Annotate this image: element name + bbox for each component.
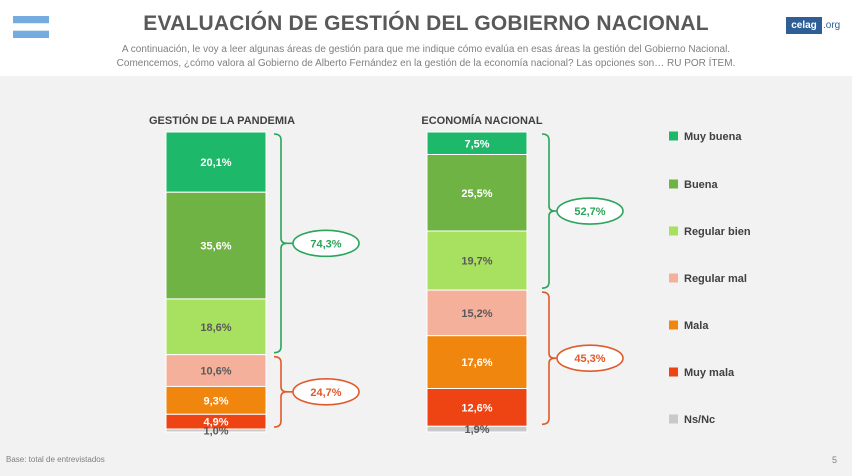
- legend-swatch: [669, 179, 678, 189]
- bar-segment: [426, 335, 528, 390]
- legend-label: Regular bien: [684, 226, 751, 238]
- page-title: EVALUACIÓN DE GESTIÓN DEL GOBIERNO NACIO…: [143, 12, 709, 35]
- data-label: 12,6%: [461, 402, 492, 414]
- logo-text: celag: [786, 17, 822, 34]
- data-label: 7,5%: [464, 138, 489, 150]
- legend-label: Regular mal: [684, 273, 747, 285]
- legend-swatch: [669, 367, 678, 377]
- legend-label: Mala: [684, 320, 709, 332]
- data-label: 18,6%: [200, 322, 231, 334]
- legend-swatch: [669, 414, 678, 424]
- legend-label: Muy mala: [684, 367, 735, 379]
- base-note: Base: total de entrevistados: [6, 455, 105, 464]
- data-label: 20,1%: [200, 157, 231, 169]
- logo-suffix: .org: [823, 20, 841, 31]
- brace-negative: [273, 355, 288, 428]
- data-label: 35,6%: [200, 241, 231, 253]
- bar-segment: [165, 191, 267, 300]
- total-label-negative: 45,3%: [574, 353, 605, 365]
- total-label-positive: 74,3%: [310, 238, 341, 250]
- bar-segment: [426, 230, 528, 291]
- total-oval-positive: [556, 197, 624, 225]
- legend-label: Ns/Nc: [684, 414, 715, 426]
- data-label: 1,9%: [464, 424, 489, 436]
- total-oval-negative: [556, 344, 624, 373]
- data-label: 4,9%: [203, 417, 228, 429]
- bar-segment: [426, 425, 528, 433]
- category-title: ECONOMÍA NACIONAL: [421, 114, 542, 127]
- legend-swatch: [669, 273, 678, 283]
- page-number: 5: [832, 455, 838, 465]
- brace-positive: [541, 133, 556, 289]
- data-label: 10,6%: [200, 366, 231, 378]
- argentina-flag-icon: [13, 16, 49, 38]
- brace-positive: [273, 133, 288, 354]
- data-label: 19,7%: [461, 256, 492, 268]
- legend-label: Muy buena: [684, 131, 742, 143]
- bar-segment: [165, 354, 267, 387]
- bar-segment: [426, 289, 528, 337]
- total-label-positive: 52,7%: [574, 206, 605, 218]
- bar-segment: [426, 154, 528, 232]
- legend-swatch: [669, 320, 678, 330]
- total-label-negative: 24,7%: [310, 387, 341, 399]
- data-label: 15,2%: [461, 308, 492, 320]
- header: EVALUACIÓN DE GESTIÓN DEL GOBIERNO NACIO…: [0, 0, 852, 76]
- bar-segment: [165, 428, 267, 433]
- subtitle-line-2: Comencemos, ¿cómo valora al Gobierno de …: [116, 58, 736, 69]
- data-label: 25,5%: [461, 188, 492, 200]
- celag-logo: celag .org: [786, 17, 842, 34]
- legend-label: Buena: [684, 179, 719, 191]
- legend-swatch: [669, 131, 678, 141]
- total-oval-positive: [292, 229, 360, 258]
- total-oval-negative: [292, 378, 360, 406]
- bar-segment: [165, 131, 267, 193]
- bar-segment: [426, 388, 528, 427]
- data-label: 1,0%: [203, 426, 228, 438]
- data-label: 9,3%: [203, 395, 228, 407]
- data-label: 17,6%: [461, 357, 492, 369]
- subtitle-line-1: A continuación, le voy a leer algunas ár…: [121, 44, 731, 55]
- category-title: GESTIÓN DE LA PANDEMIA: [149, 114, 295, 127]
- legend-swatch: [669, 226, 678, 236]
- brace-negative: [541, 291, 556, 426]
